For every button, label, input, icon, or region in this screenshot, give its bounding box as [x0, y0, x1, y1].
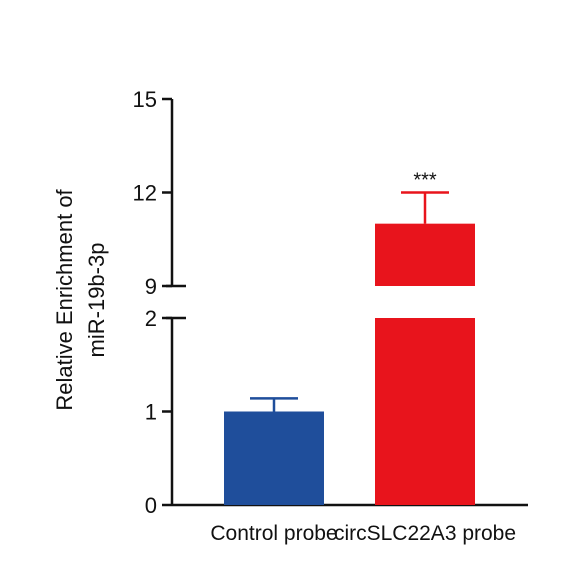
x-tick-label: Control probe	[210, 522, 337, 545]
y-upper-tick-label: 12	[133, 181, 157, 206]
bar-1-upper-segment	[375, 223, 475, 286]
y-upper-tick-label: 15	[133, 87, 157, 112]
y-axis-title: Relative Enrichment of miR-19b-3p	[52, 188, 109, 410]
y-lower-tick-label: 2	[145, 306, 157, 331]
y-upper-tick-label: 9	[145, 274, 157, 299]
bar-0	[224, 411, 324, 505]
y-axis-title-line-2: miR-19b-3p	[84, 243, 109, 358]
x-tick-label: circSLC22A3 probe	[334, 522, 516, 545]
y-axis-title-line-1: Relative Enrichment of	[52, 188, 77, 410]
y-lower-tick-label: 1	[145, 400, 157, 425]
y-lower-tick-label: 0	[145, 493, 157, 518]
significance-label: ***	[413, 170, 437, 192]
bar-1-lower-segment	[375, 318, 475, 505]
